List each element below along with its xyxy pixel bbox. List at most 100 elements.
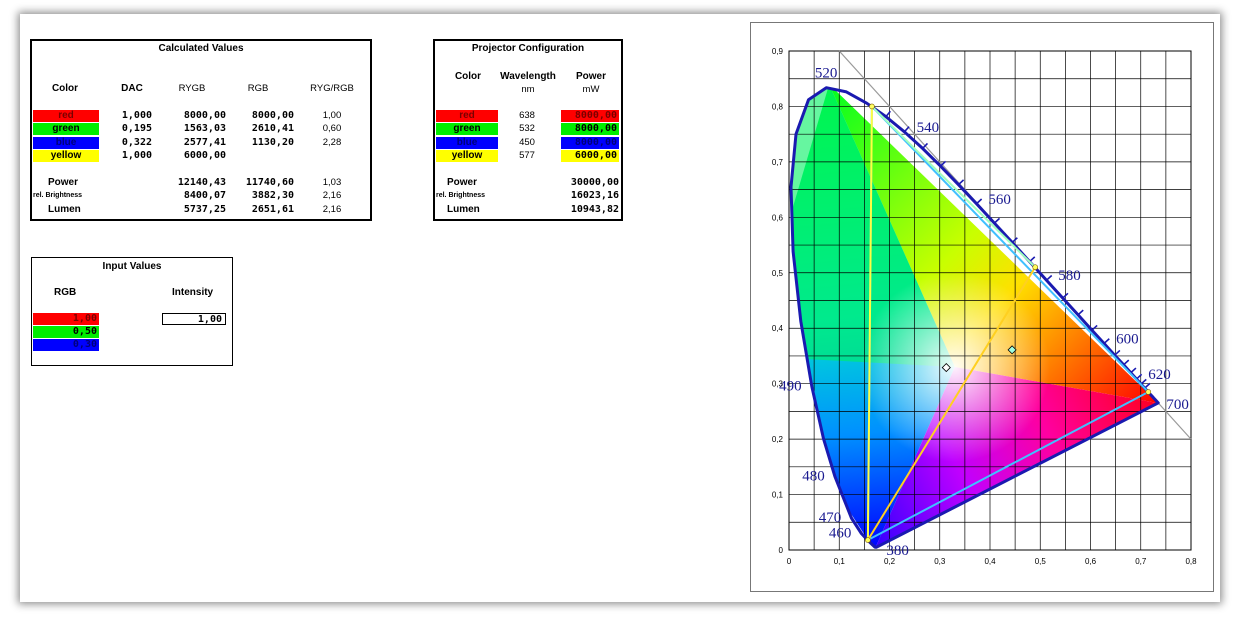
projector-summary-label: rel. Brightness (436, 192, 486, 200)
summary-rgb: 2651,61 (251, 203, 294, 215)
summary-rgb: 11740,60 (245, 177, 294, 188)
ratio-value: 0,60 (322, 123, 342, 135)
wavelength-label: 470 (819, 510, 842, 526)
blue-yellow-line (867, 266, 1037, 541)
x-tick-label: 0,8 (1185, 557, 1197, 566)
locus-tick (1077, 309, 1084, 316)
summary-rygb: 5737,25 (183, 203, 226, 215)
spreadsheet-sheet: Calculated Values Color DAC RYGB RGB RYG/RGB… (20, 14, 1220, 602)
locus-tick (1029, 256, 1036, 263)
dac-value: 0,195 (121, 123, 152, 135)
wavelength-label: 560 (988, 192, 1011, 208)
rygb-value: 2577,41 (183, 136, 226, 148)
calc-header-rygb: RYGB (178, 83, 206, 94)
intensity-input[interactable]: 1,00 (162, 313, 226, 325)
locus-tick (993, 217, 1001, 224)
wavelength-value: 638 (519, 110, 535, 121)
header-wavelength-unit: nm (521, 84, 535, 95)
input-values-panel: Input Values RGB Intensity 1,00 1,00 0,50… (31, 257, 233, 366)
power-input-green[interactable]: 8000,00 (561, 123, 619, 136)
wavelength-value: 532 (519, 123, 535, 135)
calc-header-ryg-rgb: RYG/RGB (310, 83, 354, 94)
y-tick-label: 0 (779, 546, 784, 555)
header-wavelength: Wavelength (500, 71, 556, 82)
green-blue-line (866, 106, 873, 541)
dac-value: 1,000 (121, 110, 152, 121)
x-tick-label: 0 (787, 557, 792, 566)
locus-tick (1045, 274, 1053, 281)
locus-tick (975, 198, 983, 205)
calculated-values-title: Calculated Values (158, 43, 244, 54)
summary-ratio: 2,16 (322, 190, 342, 202)
locus-tick (1135, 373, 1143, 380)
x-tick-label: 0,4 (984, 557, 996, 566)
locus-tick (1130, 367, 1137, 374)
rgb-input-2[interactable]: 0,30 (33, 339, 99, 351)
projector-summary-value: 16023,16 (570, 190, 619, 202)
wavelength-value: 577 (519, 149, 535, 161)
wavelength-label: 700 (1166, 397, 1189, 413)
wavelength-value: 450 (519, 136, 535, 148)
locus-tick (957, 179, 965, 186)
plot-border (788, 50, 1192, 551)
input-values-title: Input Values (102, 261, 162, 272)
dac-value: 1,000 (121, 149, 152, 161)
y-tick-label: 0,5 (772, 269, 784, 278)
summary-ratio: 1,03 (322, 177, 342, 188)
rgb-value: 1130,20 (251, 136, 294, 148)
projector-summary-label: Lumen (447, 203, 480, 215)
power-input-blue[interactable]: 8000,00 (561, 136, 619, 149)
green-yellow-line (871, 105, 1036, 268)
header-power-unit: mW (582, 84, 600, 95)
x-tick-label: 0,7 (1135, 557, 1147, 566)
wavelength-label: 460 (829, 525, 852, 541)
rgb-label: RGB (54, 287, 77, 298)
primary-point-blue (865, 537, 871, 543)
projector-color-red: red (436, 110, 498, 122)
rgb-input-0[interactable]: 1,00 (33, 313, 99, 325)
summary-rgb: 3882,30 (251, 190, 294, 202)
summary-label: rel. Brightness (33, 192, 83, 200)
rygb-value: 6000,00 (183, 149, 226, 161)
color-swatch-blue: blue (33, 136, 99, 149)
power-input-yellow[interactable]: 6000,00 (561, 149, 619, 162)
projector-summary-value: 30000,00 (570, 177, 619, 188)
y-tick-label: 0,9 (772, 47, 784, 56)
color-swatch-red: red (33, 110, 99, 122)
locus-tick (1011, 237, 1018, 244)
wavelength-label: 600 (1116, 332, 1139, 348)
locus-tick (1103, 338, 1110, 345)
projector-config-panel: Projector Configuration Color Wavelength… (433, 39, 623, 221)
chromaticity-point-mix (1007, 345, 1017, 355)
rgb-value: 8000,00 (251, 110, 294, 121)
summary-label: Lumen (48, 203, 81, 215)
rgb-input-1[interactable]: 0,50 (33, 326, 99, 338)
cie-fill-rg (829, 87, 1159, 404)
power-input-red[interactable]: 8000,00 (561, 110, 619, 122)
summary-rygb: 12140,43 (177, 177, 226, 188)
projector-summary-value: 10943,82 (570, 203, 619, 215)
summary-ratio: 2,16 (322, 203, 342, 215)
header-color: Color (454, 71, 482, 82)
rygb-value: 1563,03 (183, 123, 226, 135)
projector-color-yellow: yellow (436, 149, 498, 162)
y-tick-label: 0,1 (772, 491, 784, 500)
color-swatch-green: green (33, 123, 99, 136)
locus-tick (939, 160, 947, 167)
y-tick-label: 0,8 (772, 102, 784, 111)
locus-tick (1114, 349, 1121, 356)
y-tick-label: 0,7 (772, 158, 784, 167)
locus-tick (1062, 292, 1069, 299)
rygb-value: 8000,00 (183, 110, 226, 121)
locus-tick (1140, 378, 1147, 385)
wavelength-label: 480 (802, 468, 825, 484)
projector-color-green: green (436, 123, 498, 136)
projector-color-blue: blue (436, 136, 498, 149)
x-tick-label: 0,2 (884, 557, 896, 566)
locus-tick (921, 142, 929, 149)
y-tick-label: 0,2 (772, 435, 784, 444)
chromaticity-point-white (941, 363, 951, 373)
projector-summary-label: Power (447, 177, 478, 188)
x-tick-label: 0,3 (934, 557, 946, 566)
wavelength-label: 490 (779, 378, 802, 394)
